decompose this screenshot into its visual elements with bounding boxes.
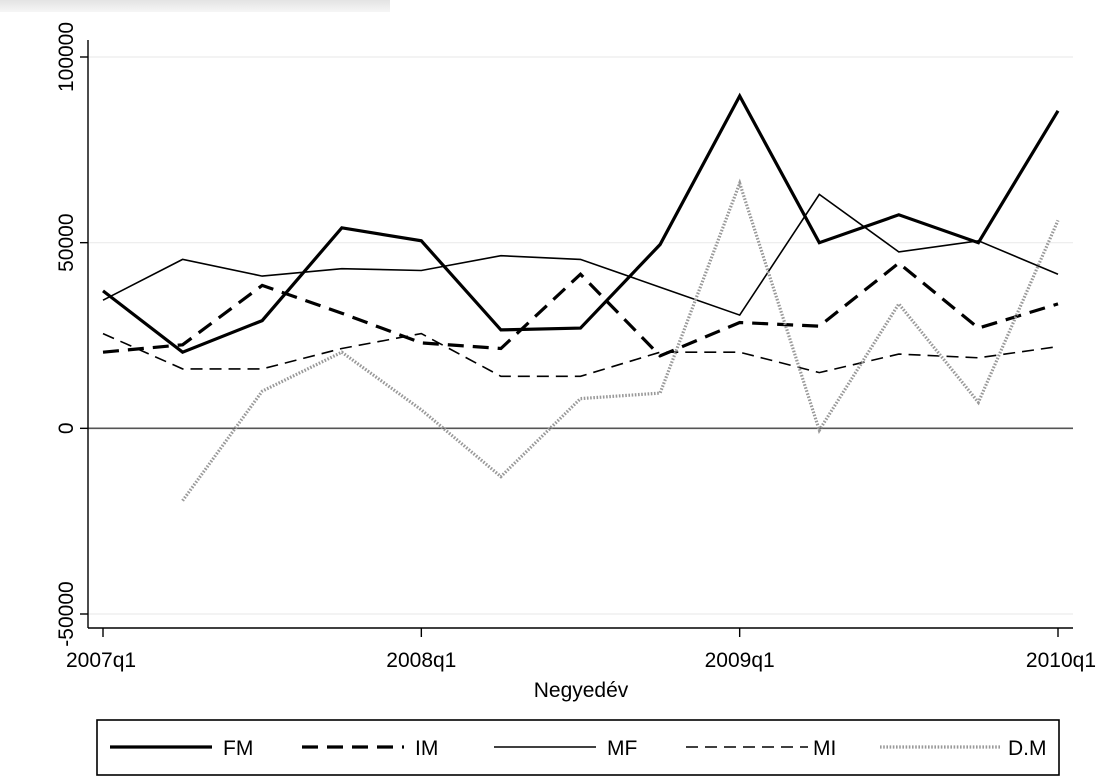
x-tick-labels: 2007q1 2008q1 2009q1 2010q1 xyxy=(66,649,1096,672)
legend: FM IM MF MI D.M xyxy=(96,719,1060,776)
legend-label: D.M xyxy=(1008,737,1047,760)
x-tick-label: 2009q1 xyxy=(705,649,775,672)
legend-label: MF xyxy=(607,737,637,760)
y-tick-label: 100000 xyxy=(55,22,78,92)
x-tick-label: 2008q1 xyxy=(386,649,456,672)
y-tick-label: -50000 xyxy=(55,581,78,646)
legend-label: FM xyxy=(223,737,253,760)
axes xyxy=(80,40,1073,637)
legend-label: MI xyxy=(813,737,836,760)
series-line-d-m xyxy=(181,178,1060,502)
series-line-im xyxy=(102,261,1059,358)
series-line-mf xyxy=(102,193,1059,317)
x-tick-label: 2010q1 xyxy=(1026,649,1096,672)
series-lines xyxy=(102,92,1060,502)
x-tick-label: 2007q1 xyxy=(66,649,136,672)
legend-label: IM xyxy=(415,737,438,760)
x-axis-title: Negyedév xyxy=(534,679,629,702)
top-shadow-band xyxy=(0,0,390,12)
series-line-fm xyxy=(102,92,1060,355)
series-line-mi xyxy=(102,332,1059,378)
y-tick-labels: -50000 0 50000 100000 xyxy=(55,22,78,647)
y-tick-label: 50000 xyxy=(55,213,78,271)
grid-lines xyxy=(88,56,1073,615)
y-tick-label: 0 xyxy=(55,422,78,434)
